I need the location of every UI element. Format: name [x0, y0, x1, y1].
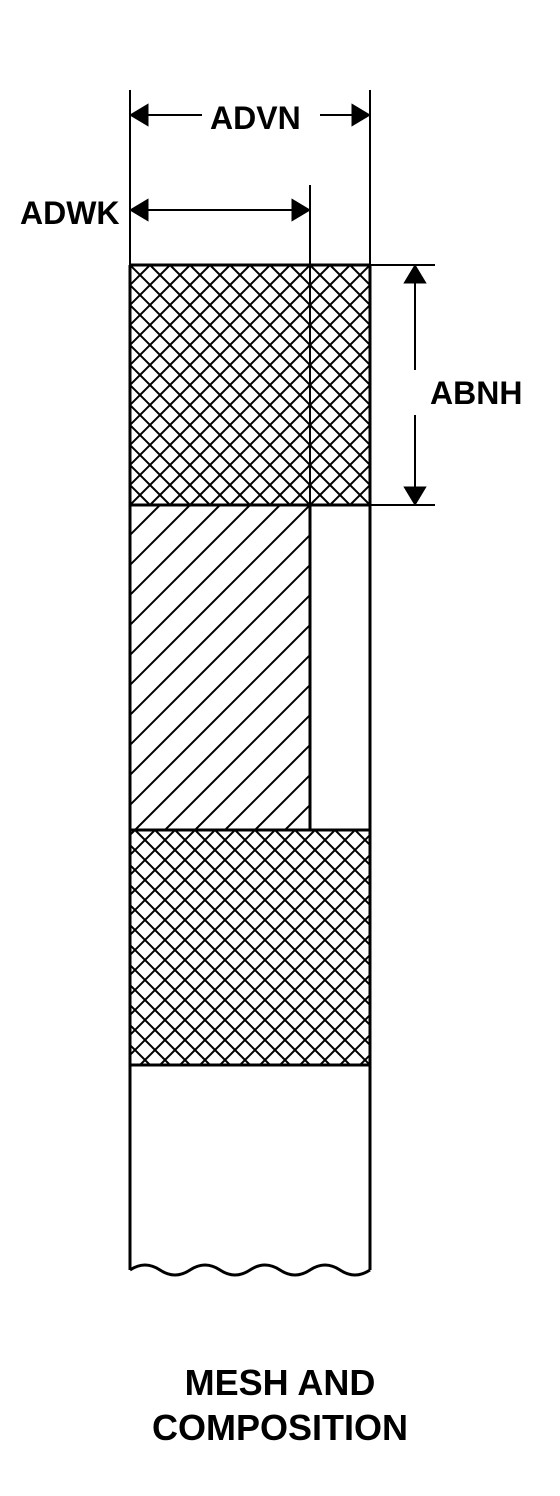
diagram-container: ADVN ADWK ABNH MESH AND COMPOSITION — [0, 0, 560, 1496]
diagram-title: MESH AND COMPOSITION — [100, 1360, 460, 1450]
label-abnh: ABNH — [430, 375, 522, 412]
label-adwk: ADWK — [20, 195, 120, 232]
title-line1: MESH AND — [185, 1362, 376, 1403]
label-advn: ADVN — [210, 100, 301, 137]
title-line2: COMPOSITION — [152, 1407, 408, 1448]
